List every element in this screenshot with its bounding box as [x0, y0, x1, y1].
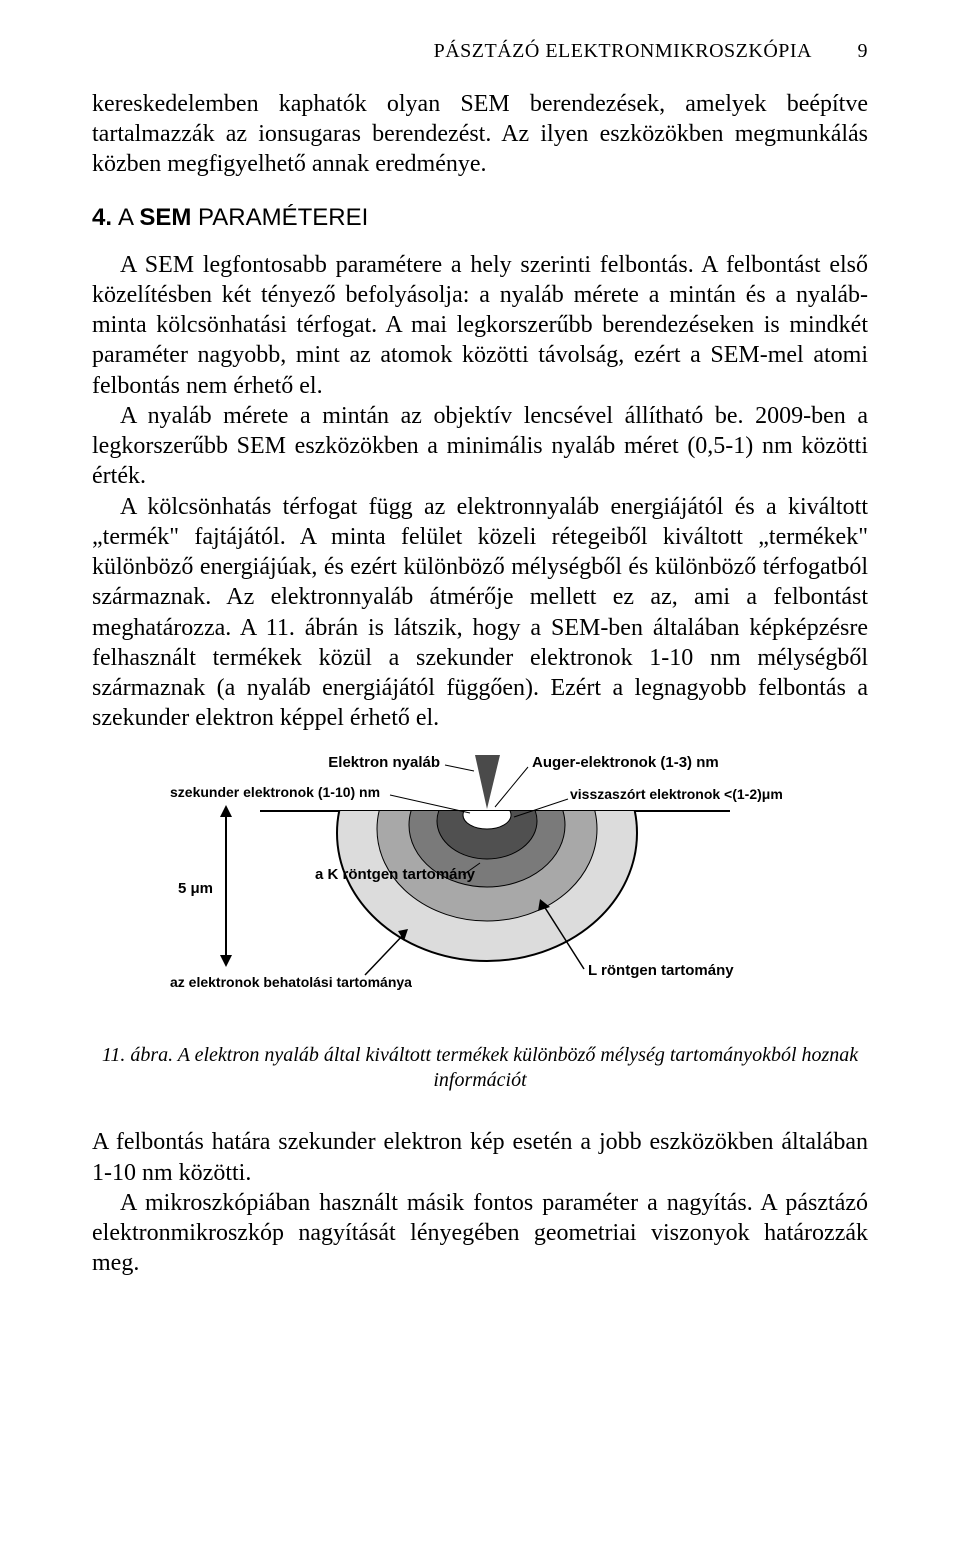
- lxray-label: L röntgen tartomány: [588, 962, 734, 979]
- body-p3: A kölcsönhatás térfogat függ az elektron…: [92, 492, 868, 734]
- page-number: 9: [828, 40, 868, 63]
- section-title-sem: SEM: [139, 204, 191, 231]
- intro-paragraph: kereskedelemben kaphatók olyan SEM beren…: [92, 89, 868, 180]
- body-text: A SEM legfontosabb paramétere a hely sze…: [92, 250, 868, 734]
- body-p4: A felbontás határa szekunder elektron ké…: [92, 1127, 868, 1187]
- arrowhead-down-icon: [220, 955, 232, 967]
- section-heading: 4. A SEM PARAMÉTEREI: [92, 204, 868, 232]
- secondary-label: szekunder elektronok (1-10) nm: [170, 784, 380, 800]
- backscatter-label: visszaszórt elektronok <(1-2)μm: [570, 786, 783, 802]
- auger-label: Auger-elektronok (1-3) nm: [532, 754, 719, 771]
- electron-beam-icon: [475, 755, 500, 809]
- leader-line: [445, 765, 474, 771]
- kxray-label: a K röntgen tartomány: [315, 866, 476, 883]
- leader-line: [365, 933, 405, 975]
- leader-line: [495, 767, 528, 807]
- body-p1: A SEM legfontosabb paramétere a hely sze…: [92, 250, 868, 401]
- interaction-volume-diagram: Elektron nyaláb Auger-elektronok (1-3) n…: [170, 753, 790, 1023]
- section-title-rest: PARAMÉTEREI: [191, 204, 368, 231]
- beam-label: Elektron nyaláb: [328, 754, 440, 771]
- running-header: PÁSZTÁZÓ ELEKTRONMIKROSZKÓPIA 9: [92, 40, 868, 63]
- header-title: PÁSZTÁZÓ ELEKTRONMIKROSZKÓPIA: [434, 40, 812, 63]
- body-text-after: A felbontás határa szekunder elektron ké…: [92, 1127, 868, 1278]
- body-p2: A nyaláb mérete a mintán az objektív len…: [92, 401, 868, 492]
- depth-label: 5 μm: [178, 880, 213, 897]
- section-number: 4.: [92, 204, 112, 231]
- section-title-prefix: A: [118, 204, 139, 231]
- arrowhead-up-icon: [220, 805, 232, 817]
- body-p5: A mikroszkópiában használt másik fontos …: [92, 1188, 868, 1279]
- penetration-label: az elektronok behatolási tartománya: [170, 974, 412, 990]
- figure-caption: 11. ábra. A elektron nyaláb által kivált…: [92, 1043, 868, 1093]
- page: PÁSZTÁZÓ ELEKTRONMIKROSZKÓPIA 9 keresked…: [0, 0, 960, 1359]
- figure: Elektron nyaláb Auger-elektronok (1-3) n…: [92, 753, 868, 1023]
